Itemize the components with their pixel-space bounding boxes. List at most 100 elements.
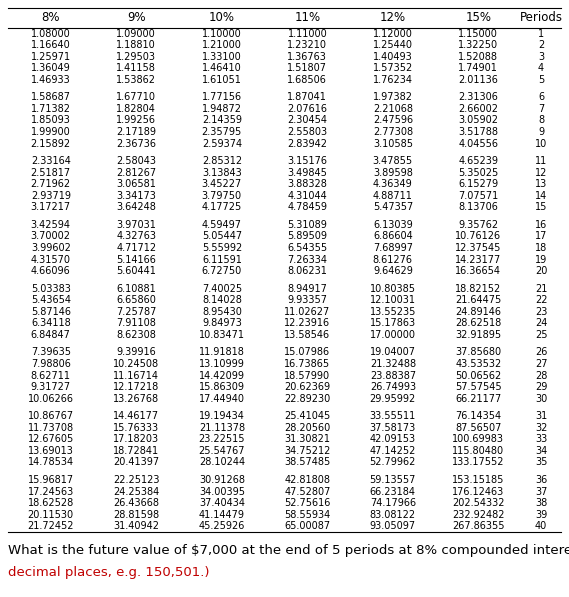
Text: 1.12000: 1.12000 (373, 29, 413, 39)
Text: 3.17217: 3.17217 (31, 202, 71, 213)
Text: decimal places, e.g. 150,501.): decimal places, e.g. 150,501.) (8, 566, 209, 579)
Text: 20.62369: 20.62369 (284, 382, 331, 392)
Text: 7.98806: 7.98806 (31, 359, 71, 369)
Text: 3.89598: 3.89598 (373, 168, 413, 178)
Text: 5.47357: 5.47357 (373, 202, 413, 213)
Text: 1.71382: 1.71382 (31, 104, 71, 114)
Text: 8.62308: 8.62308 (116, 330, 156, 340)
Text: 45.25926: 45.25926 (199, 521, 245, 531)
Text: 3.97031: 3.97031 (116, 220, 156, 230)
Text: 65.00087: 65.00087 (284, 521, 331, 531)
Text: 133.17552: 133.17552 (452, 457, 505, 467)
Text: 2.07616: 2.07616 (287, 104, 327, 114)
Text: 34.75212: 34.75212 (284, 446, 331, 456)
Text: 34: 34 (535, 446, 547, 456)
Text: 2.93719: 2.93719 (31, 191, 71, 201)
Text: 5: 5 (538, 75, 544, 85)
Text: 9: 9 (538, 127, 544, 137)
Text: 66.23184: 66.23184 (370, 487, 416, 497)
Text: 1.52088: 1.52088 (459, 52, 498, 61)
Text: 9.31727: 9.31727 (31, 382, 71, 392)
Text: 15.76333: 15.76333 (113, 423, 159, 433)
Text: 32: 32 (535, 423, 547, 433)
Text: 5.55992: 5.55992 (201, 243, 242, 253)
Text: 5.43654: 5.43654 (31, 296, 71, 305)
Text: 21.72452: 21.72452 (27, 521, 74, 531)
Text: 1.53862: 1.53862 (116, 75, 156, 85)
Text: 4.04556: 4.04556 (459, 139, 498, 149)
Text: 1.67710: 1.67710 (116, 93, 156, 102)
Text: 23.22515: 23.22515 (199, 435, 245, 444)
Text: 35: 35 (535, 457, 547, 467)
Text: 6.72750: 6.72750 (201, 266, 242, 276)
Text: 83.08122: 83.08122 (370, 510, 416, 519)
Text: 1.10000: 1.10000 (202, 29, 242, 39)
Text: 14.23177: 14.23177 (455, 254, 501, 264)
Text: 4: 4 (538, 63, 544, 73)
Text: 2.14359: 2.14359 (202, 115, 242, 125)
Text: 3.45227: 3.45227 (201, 179, 242, 189)
Text: 31: 31 (535, 411, 547, 421)
Text: 40: 40 (535, 521, 547, 531)
Text: 74.17966: 74.17966 (370, 498, 416, 508)
Text: 4.32763: 4.32763 (116, 232, 156, 241)
Text: 1.18810: 1.18810 (117, 40, 156, 50)
Text: 39: 39 (535, 510, 547, 519)
Text: 2.58043: 2.58043 (116, 156, 156, 166)
Text: 17.00000: 17.00000 (370, 330, 416, 340)
Text: 21: 21 (535, 284, 547, 294)
Text: 47.52807: 47.52807 (284, 487, 331, 497)
Text: 9.64629: 9.64629 (373, 266, 413, 276)
Text: 2.66002: 2.66002 (459, 104, 498, 114)
Text: 6: 6 (538, 93, 544, 102)
Text: 93.05097: 93.05097 (370, 521, 416, 531)
Text: 2.83942: 2.83942 (287, 139, 327, 149)
Text: 2.21068: 2.21068 (373, 104, 413, 114)
Text: 37.40434: 37.40434 (199, 498, 245, 508)
Text: 10.76126: 10.76126 (455, 232, 501, 241)
Text: 19.04007: 19.04007 (370, 347, 416, 358)
Text: 1.23210: 1.23210 (287, 40, 327, 50)
Text: 1.46933: 1.46933 (31, 75, 71, 85)
Text: 33: 33 (535, 435, 547, 444)
Text: 10.86767: 10.86767 (28, 411, 74, 421)
Text: 8: 8 (538, 115, 544, 125)
Text: 14.78534: 14.78534 (28, 457, 74, 467)
Text: 9.93357: 9.93357 (287, 296, 327, 305)
Text: 16.36654: 16.36654 (455, 266, 501, 276)
Text: 2.55803: 2.55803 (287, 127, 327, 137)
Text: 19.19434: 19.19434 (199, 411, 245, 421)
Text: 7.68997: 7.68997 (373, 243, 413, 253)
Text: 42.81808: 42.81808 (284, 475, 331, 485)
Text: 15%: 15% (465, 11, 492, 24)
Text: 10: 10 (535, 139, 547, 149)
Text: 52.79962: 52.79962 (370, 457, 416, 467)
Text: 3.34173: 3.34173 (116, 191, 156, 201)
Text: 12.17218: 12.17218 (113, 382, 159, 392)
Text: 10.80385: 10.80385 (370, 284, 416, 294)
Text: 11: 11 (535, 156, 547, 166)
Text: 37.58173: 37.58173 (370, 423, 416, 433)
Text: 21.11378: 21.11378 (199, 423, 245, 433)
Text: 27: 27 (535, 359, 547, 369)
Text: 21.64475: 21.64475 (455, 296, 501, 305)
Text: 41.14479: 41.14479 (199, 510, 245, 519)
Text: 20.11530: 20.11530 (28, 510, 74, 519)
Text: 11.73708: 11.73708 (28, 423, 74, 433)
Text: 21.32488: 21.32488 (370, 359, 416, 369)
Text: 100.69983: 100.69983 (452, 435, 504, 444)
Text: 28.81598: 28.81598 (113, 510, 159, 519)
Text: 18: 18 (535, 243, 547, 253)
Text: 31.30821: 31.30821 (284, 435, 331, 444)
Text: 5.60441: 5.60441 (116, 266, 156, 276)
Text: 17.24563: 17.24563 (28, 487, 74, 497)
Text: 1.16640: 1.16640 (31, 40, 71, 50)
Text: 8.95430: 8.95430 (202, 307, 242, 317)
Text: 12: 12 (535, 168, 547, 178)
Text: 7.40025: 7.40025 (202, 284, 242, 294)
Text: 6.86604: 6.86604 (373, 232, 413, 241)
Text: 28.20560: 28.20560 (284, 423, 331, 433)
Text: 5.03383: 5.03383 (31, 284, 71, 294)
Text: 4.78459: 4.78459 (287, 202, 327, 213)
Text: 1.25971: 1.25971 (31, 52, 71, 61)
